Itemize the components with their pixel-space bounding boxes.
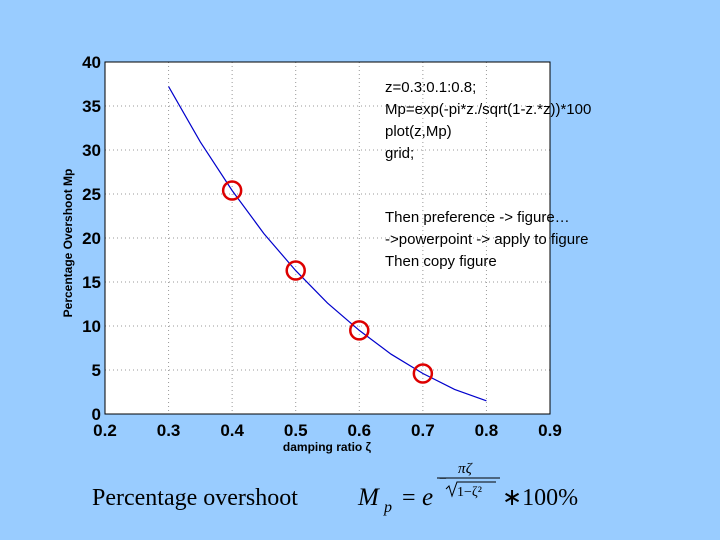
data-point-marker bbox=[349, 320, 370, 341]
formula-m: M bbox=[357, 484, 380, 511]
formula-multiplier: ∗100% bbox=[502, 485, 578, 511]
formula-title: Percentage overshoot bbox=[92, 485, 298, 511]
code-line-1: z=0.3:0.1:0.8; bbox=[385, 79, 476, 96]
y-tick-label: 30 bbox=[82, 141, 101, 160]
x-tick-label: 0.7 bbox=[411, 421, 435, 440]
x-axis-label: damping ratio ζ bbox=[283, 440, 372, 454]
formula-minus-sign: − bbox=[439, 472, 447, 487]
y-tick-label: 0 bbox=[92, 405, 101, 424]
y-tick-label: 5 bbox=[92, 361, 101, 380]
overshoot-formula: Percentage overshoot M p = e πζ − 1−ζ² ∗… bbox=[92, 461, 578, 516]
formula-equals: = bbox=[402, 485, 416, 511]
series-line bbox=[168, 86, 487, 402]
note-line-3: Then copy figure bbox=[385, 253, 497, 270]
x-tick-label: 0.8 bbox=[475, 421, 499, 440]
formula-exp-numerator: πζ bbox=[458, 461, 473, 477]
y-tick-label: 20 bbox=[82, 229, 101, 248]
series-layer bbox=[168, 86, 487, 402]
y-tick-label: 15 bbox=[82, 273, 101, 292]
data-point-marker bbox=[221, 180, 243, 201]
x-tick-label: 0.4 bbox=[220, 421, 244, 440]
x-tick-label: 0.3 bbox=[157, 421, 181, 440]
x-tick-label: 0.9 bbox=[538, 421, 562, 440]
y-tick-label: 10 bbox=[82, 317, 101, 336]
x-tick-labels: 0.2 0.3 0.4 0.5 0.6 0.7 0.8 0.9 bbox=[93, 421, 562, 440]
y-tick-labels: 0 5 10 15 20 25 30 35 40 bbox=[82, 53, 101, 424]
data-point-marker bbox=[412, 363, 434, 384]
data-point-marker bbox=[285, 260, 306, 281]
code-line-3: plot(z,Mp) bbox=[385, 123, 452, 140]
formula-exp-denominator: 1−ζ² bbox=[457, 485, 482, 500]
note-line-1: Then preference -> figure… bbox=[385, 209, 570, 226]
plot-area bbox=[105, 62, 550, 414]
x-tick-label: 0.6 bbox=[347, 421, 371, 440]
note-line-2: ->powerpoint -> apply to figure bbox=[385, 231, 588, 248]
code-line-4: grid; bbox=[385, 145, 414, 162]
y-tick-label: 35 bbox=[82, 97, 101, 116]
code-annotation: z=0.3:0.1:0.8; Mp=exp(-pi*z./sqrt(1-z.*z… bbox=[385, 79, 591, 162]
x-tick-label: 0.2 bbox=[93, 421, 117, 440]
formula-radical-sign bbox=[445, 481, 496, 498]
markers-layer bbox=[221, 180, 434, 384]
y-axis-label: Percentage Overshoot Mp bbox=[61, 169, 75, 318]
y-tick-label: 40 bbox=[82, 53, 101, 72]
code-line-2: Mp=exp(-pi*z./sqrt(1-z.*z))*100 bbox=[385, 101, 591, 118]
formula-base-e: e bbox=[422, 484, 433, 511]
y-tick-label: 25 bbox=[82, 185, 101, 204]
plot-frame bbox=[104, 61, 551, 415]
x-tick-label: 0.5 bbox=[284, 421, 308, 440]
instruction-annotation: Then preference -> figure… ->powerpoint … bbox=[385, 209, 588, 270]
formula-m-subscript: p bbox=[383, 499, 392, 516]
grid bbox=[105, 62, 550, 414]
